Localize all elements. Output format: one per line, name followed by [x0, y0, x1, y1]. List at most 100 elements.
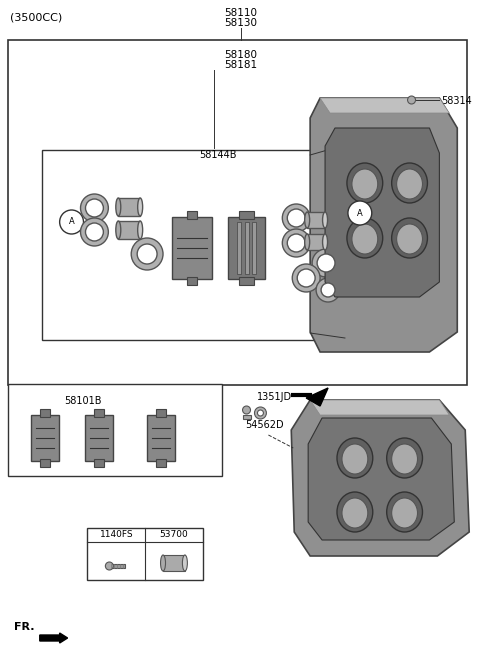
Ellipse shape [408, 96, 416, 104]
Ellipse shape [305, 212, 310, 228]
Text: 53700: 53700 [159, 530, 188, 539]
Circle shape [316, 278, 340, 302]
Bar [172, 217, 212, 279]
Bar [8, 40, 467, 385]
Circle shape [288, 209, 305, 227]
Bar [109, 564, 125, 568]
Circle shape [282, 204, 310, 232]
Bar [31, 415, 59, 461]
Ellipse shape [392, 163, 428, 203]
Circle shape [85, 223, 103, 241]
Bar [307, 234, 325, 250]
Ellipse shape [323, 212, 327, 228]
Bar [87, 528, 203, 580]
Text: 1140FS: 1140FS [99, 530, 133, 539]
Bar [85, 415, 113, 461]
Text: 58144B: 58144B [199, 150, 236, 160]
Bar [118, 198, 140, 216]
Polygon shape [306, 388, 328, 406]
Circle shape [292, 264, 320, 292]
Ellipse shape [352, 224, 378, 254]
Bar [239, 211, 254, 219]
Circle shape [288, 234, 305, 252]
Text: 58180: 58180 [224, 50, 257, 60]
Ellipse shape [116, 221, 121, 239]
Bar [118, 221, 140, 239]
Bar [307, 212, 325, 228]
Bar [40, 459, 50, 467]
Text: 54562D: 54562D [246, 420, 284, 430]
Circle shape [312, 249, 340, 277]
Bar [187, 277, 197, 285]
Circle shape [321, 283, 335, 297]
Ellipse shape [182, 555, 187, 571]
Bar [42, 150, 345, 340]
Text: 58181: 58181 [224, 60, 257, 70]
Polygon shape [310, 400, 449, 415]
Text: FR.: FR. [14, 622, 35, 632]
Bar [187, 211, 197, 219]
Ellipse shape [347, 163, 383, 203]
Bar [95, 459, 104, 467]
Bar [242, 415, 251, 419]
Circle shape [257, 410, 264, 416]
Ellipse shape [396, 169, 422, 199]
Circle shape [348, 201, 372, 225]
Ellipse shape [342, 444, 368, 474]
Ellipse shape [387, 438, 422, 478]
Bar [156, 459, 166, 467]
Ellipse shape [392, 444, 418, 474]
Ellipse shape [337, 438, 373, 478]
Bar [40, 409, 50, 417]
Ellipse shape [138, 221, 143, 239]
Bar [163, 555, 185, 571]
Ellipse shape [305, 234, 310, 250]
Bar [95, 409, 104, 417]
Bar [147, 415, 175, 461]
Bar [156, 409, 166, 417]
Polygon shape [325, 128, 439, 297]
Bar [239, 277, 254, 285]
Circle shape [85, 199, 103, 217]
Text: 58314: 58314 [442, 96, 472, 106]
Text: (3500CC): (3500CC) [10, 12, 62, 22]
Circle shape [254, 407, 266, 419]
Circle shape [81, 194, 108, 222]
Polygon shape [291, 400, 469, 556]
Ellipse shape [387, 492, 422, 532]
Circle shape [60, 210, 84, 234]
Ellipse shape [337, 492, 373, 532]
Text: A: A [357, 208, 363, 217]
Ellipse shape [352, 169, 378, 199]
Circle shape [297, 269, 315, 287]
Text: 58110: 58110 [224, 8, 257, 18]
Text: 1351JD: 1351JD [256, 392, 291, 402]
Bar [8, 384, 222, 476]
Ellipse shape [138, 198, 143, 216]
Circle shape [282, 229, 310, 257]
Ellipse shape [106, 562, 113, 570]
Bar [252, 222, 256, 274]
Polygon shape [308, 418, 454, 540]
Circle shape [137, 244, 157, 264]
Bar [228, 217, 265, 279]
Circle shape [131, 238, 163, 270]
FancyArrow shape [40, 633, 68, 643]
Circle shape [317, 254, 335, 272]
Text: 58130: 58130 [224, 18, 257, 28]
Bar [244, 222, 249, 274]
Circle shape [81, 218, 108, 246]
Bar [237, 222, 240, 274]
Ellipse shape [392, 498, 418, 528]
Ellipse shape [392, 218, 428, 258]
Text: 58101B: 58101B [65, 396, 102, 406]
Ellipse shape [242, 406, 251, 414]
Ellipse shape [160, 555, 166, 571]
Ellipse shape [396, 224, 422, 254]
Ellipse shape [342, 498, 368, 528]
Polygon shape [310, 98, 457, 352]
Ellipse shape [116, 198, 121, 216]
Text: A: A [69, 217, 74, 227]
Ellipse shape [323, 234, 327, 250]
Polygon shape [320, 98, 449, 113]
